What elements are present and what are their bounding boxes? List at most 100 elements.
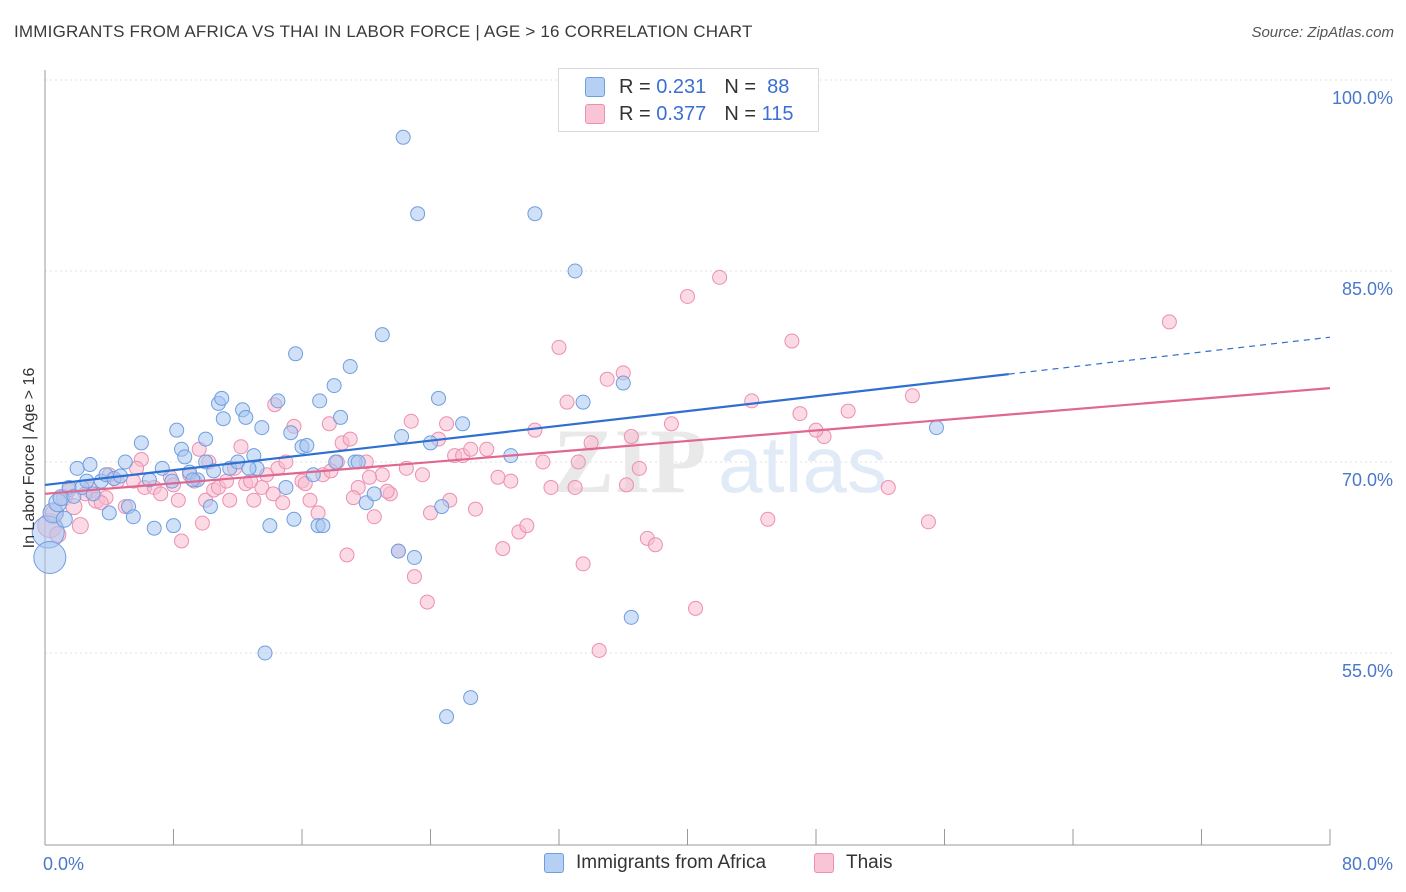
thai-point <box>680 288 695 304</box>
thai-point <box>792 406 808 422</box>
y-tick-label: 100.0% <box>1332 88 1393 108</box>
gridlines <box>45 79 1393 654</box>
africa-point <box>238 409 254 425</box>
africa-point <box>69 460 85 476</box>
thai-point <box>342 431 358 447</box>
africa-point <box>215 411 231 427</box>
africa-point <box>623 609 639 625</box>
thai-point <box>490 469 506 485</box>
thai-point <box>570 454 586 470</box>
africa-point <box>169 422 185 438</box>
thai-point <box>904 388 920 404</box>
thai-point <box>840 403 856 419</box>
africa-trend-extension <box>1008 336 1331 375</box>
thai-point <box>503 473 519 489</box>
thai-point <box>784 333 800 349</box>
thai-point <box>374 467 390 483</box>
africa-point <box>928 420 944 436</box>
thai-point <box>631 460 647 476</box>
thai-point <box>744 393 760 409</box>
thai-point <box>479 441 495 457</box>
thai-point <box>567 479 583 495</box>
africa-trend-line <box>44 373 1009 487</box>
thai-point <box>618 477 634 493</box>
thai-point <box>310 505 326 521</box>
africa-point <box>283 425 299 441</box>
africa-point <box>342 359 358 374</box>
thai-point <box>403 413 419 429</box>
thai-point <box>575 556 591 572</box>
africa-point <box>394 429 410 445</box>
africa-point <box>312 393 328 409</box>
thai-point <box>559 394 575 410</box>
africa-legend-swatch <box>544 853 564 873</box>
legend-n-value-thai: 115 <box>761 102 794 125</box>
africa-point <box>315 518 331 534</box>
thai-point <box>361 469 377 485</box>
africa-point <box>463 690 479 706</box>
bottom-legend-label-thai: Thais <box>846 852 893 873</box>
thai-point <box>880 479 896 495</box>
thai-point <box>591 642 607 658</box>
africa-point <box>257 645 273 661</box>
africa-point <box>206 463 222 479</box>
africa-point <box>326 378 342 394</box>
africa-point <box>288 346 304 362</box>
thai-point <box>419 594 435 610</box>
africa-point <box>33 541 67 574</box>
africa-point <box>202 499 218 515</box>
africa-point <box>125 509 141 525</box>
africa-point <box>410 206 426 222</box>
africa-point <box>164 473 180 489</box>
bottom-legend-thai: Thais <box>814 852 892 874</box>
trend-lines <box>44 336 1331 495</box>
thai-point <box>302 492 318 508</box>
africa-point <box>82 457 98 473</box>
thai-point <box>1161 314 1177 330</box>
legend-row-thai: R = 0.377 N = 115 <box>585 102 793 126</box>
africa-point <box>299 437 315 453</box>
thai-point <box>265 486 281 502</box>
chart-title: IMMIGRANTS FROM AFRICA VS THAI IN LABOR … <box>14 22 753 41</box>
africa-points <box>31 129 944 725</box>
x-tick-label: 0.0% <box>43 854 84 874</box>
thai-point <box>153 486 169 502</box>
thai-point <box>647 537 663 553</box>
thai-point <box>760 511 776 527</box>
thai-point <box>406 569 422 585</box>
africa-point <box>262 518 278 534</box>
africa-point <box>333 409 349 425</box>
thai-point <box>439 416 455 432</box>
africa-point <box>55 510 73 528</box>
africa-point <box>117 454 133 470</box>
thai-point <box>519 518 535 534</box>
africa-point <box>431 390 447 406</box>
thai-point <box>71 517 89 535</box>
bottom-legend-label-africa: Immigrants from Africa <box>576 852 767 873</box>
thai-swatch <box>585 104 605 124</box>
africa-point <box>434 499 450 515</box>
thai-point <box>339 547 355 563</box>
africa-point <box>254 420 270 436</box>
bottom-legend-africa: Immigrants from Africa <box>544 852 766 874</box>
africa-point <box>241 460 257 476</box>
legend-n-label: N = <box>724 102 756 125</box>
thai-point <box>467 501 483 517</box>
thai-point <box>321 416 337 432</box>
africa-point <box>374 327 390 343</box>
y-tick-label: 85.0% <box>1342 279 1393 299</box>
africa-point <box>527 206 543 222</box>
tick-labels: 100.0% 85.0% 70.0% 55.0% 0.0% 80.0% <box>43 88 1393 874</box>
thai-point <box>366 509 382 525</box>
thai-point <box>345 490 361 506</box>
x-tick-label: 80.0% <box>1342 854 1393 874</box>
africa-point <box>328 454 344 470</box>
thai-trend-line <box>44 387 1331 495</box>
legend-row-africa: R = 0.231 N = 88 <box>585 75 789 99</box>
africa-point <box>177 449 193 465</box>
africa-point <box>305 467 321 483</box>
thai-point <box>275 495 291 511</box>
thai-point <box>463 441 479 457</box>
africa-point <box>390 543 406 559</box>
